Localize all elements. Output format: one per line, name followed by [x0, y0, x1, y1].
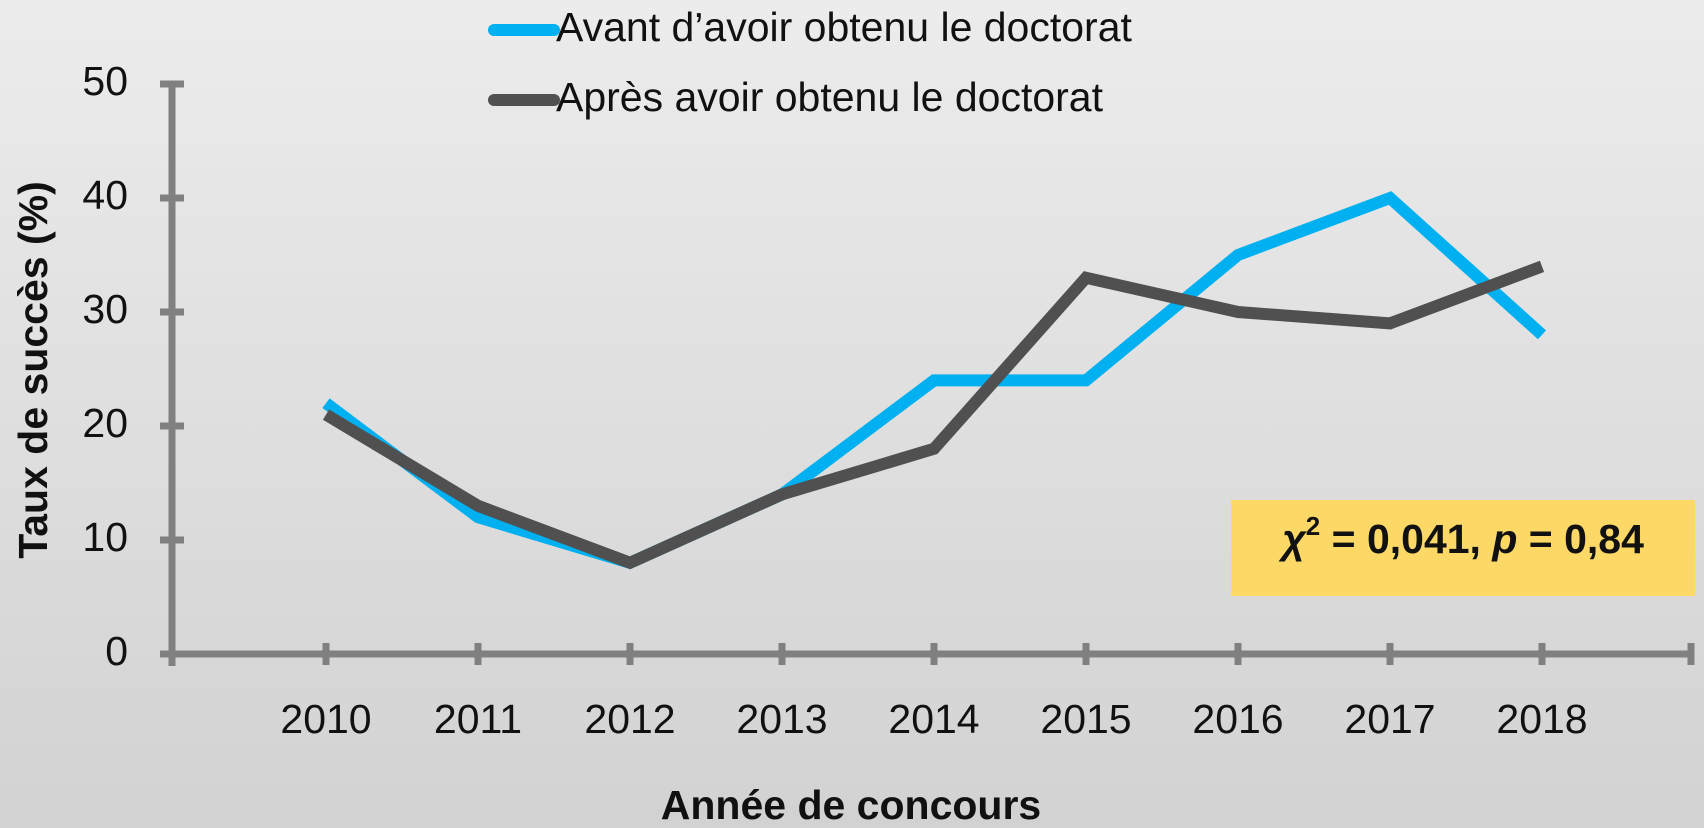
series-line — [322, 260, 1545, 570]
annotation: χ2 = 0,041, p = 0,84 — [1278, 511, 1644, 562]
annotation-box — [1231, 500, 1695, 596]
x-tick-label: 2010 — [280, 696, 371, 742]
annotation-part: = 0,041, — [1320, 516, 1492, 562]
x-tick-label: 2011 — [434, 696, 522, 742]
y-tick-label: 50 — [82, 58, 128, 104]
y-axis-title: Taux de succès (%) — [10, 181, 56, 559]
y-tick-label: 30 — [82, 286, 128, 332]
y-tick-label: 40 — [82, 172, 128, 218]
legend-label: Avant d’avoir obtenu le doctorat — [556, 4, 1133, 50]
y-tick-label: 0 — [105, 628, 128, 674]
y-tick-label: 10 — [82, 514, 128, 560]
y-tick-label: 20 — [82, 400, 128, 446]
x-tick-label: 2012 — [584, 696, 675, 742]
x-tick-label: 2017 — [1344, 696, 1435, 742]
x-tick-label: 2013 — [736, 696, 827, 742]
x-tick-label: 2015 — [1040, 696, 1131, 742]
x-tick-label: 2014 — [888, 696, 979, 742]
legend-label: Après avoir obtenu le doctorat — [556, 74, 1104, 120]
x-tick-label: 2016 — [1192, 696, 1283, 742]
annotation-part: 2 — [1306, 511, 1320, 541]
series-line — [322, 191, 1547, 570]
annotation-part: χ — [1278, 516, 1307, 562]
annotation-part: = 0,84 — [1517, 516, 1644, 562]
x-tick-label: 2018 — [1496, 696, 1587, 742]
annotation-part: p — [1491, 516, 1517, 562]
x-axis-title: Année de concours — [661, 782, 1041, 828]
